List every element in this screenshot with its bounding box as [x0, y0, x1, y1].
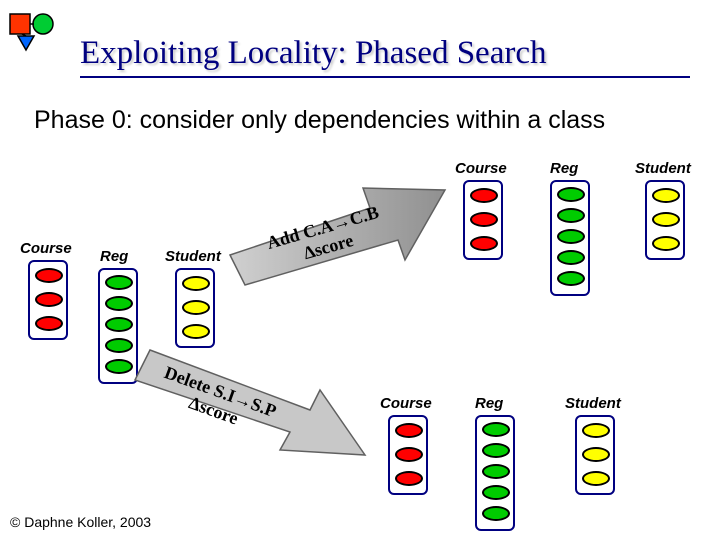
reg-box — [475, 415, 515, 531]
reg-node — [557, 208, 585, 223]
label-course: Course — [20, 240, 72, 257]
reg-node — [557, 271, 585, 286]
student-box — [175, 268, 215, 348]
reg-box — [98, 268, 138, 384]
student-node — [652, 236, 680, 251]
label-student: Student — [635, 160, 691, 177]
student-node — [582, 471, 610, 486]
copyright: © Daphne Koller, 2003 — [10, 514, 151, 530]
course-node — [395, 471, 423, 486]
reg-node — [105, 275, 133, 290]
course-node — [470, 236, 498, 251]
label-course: Course — [380, 395, 432, 412]
reg-node — [557, 250, 585, 265]
reg-node — [105, 359, 133, 374]
course-node — [35, 316, 63, 331]
student-node — [582, 447, 610, 462]
student-node — [582, 423, 610, 438]
label-course: Course — [455, 160, 507, 177]
course-node — [395, 447, 423, 462]
page-subtitle: Phase 0: consider only dependencies with… — [34, 106, 605, 135]
course-node — [470, 188, 498, 203]
student-node — [182, 300, 210, 315]
student-node — [182, 276, 210, 291]
reg-node — [482, 485, 510, 500]
reg-node — [482, 464, 510, 479]
reg-node — [105, 296, 133, 311]
course-node — [35, 292, 63, 307]
course-node — [470, 212, 498, 227]
reg-node — [482, 443, 510, 458]
course-box — [463, 180, 503, 260]
course-box — [388, 415, 428, 495]
reg-node — [482, 422, 510, 437]
label-student: Student — [165, 248, 221, 265]
reg-node — [482, 506, 510, 521]
student-node — [652, 188, 680, 203]
page-title: Exploiting Locality: Phased Search — [80, 35, 690, 78]
reg-box — [550, 180, 590, 296]
label-reg: Reg — [100, 248, 128, 265]
label-reg: Reg — [550, 160, 578, 177]
course-node — [395, 423, 423, 438]
student-box — [645, 180, 685, 260]
label-student: Student — [565, 395, 621, 412]
label-reg: Reg — [475, 395, 503, 412]
course-node — [35, 268, 63, 283]
student-box — [575, 415, 615, 495]
reg-node — [105, 338, 133, 353]
reg-node — [105, 317, 133, 332]
logo-icon — [8, 12, 58, 52]
reg-node — [557, 187, 585, 202]
course-box — [28, 260, 68, 340]
student-node — [182, 324, 210, 339]
student-node — [652, 212, 680, 227]
reg-node — [557, 229, 585, 244]
